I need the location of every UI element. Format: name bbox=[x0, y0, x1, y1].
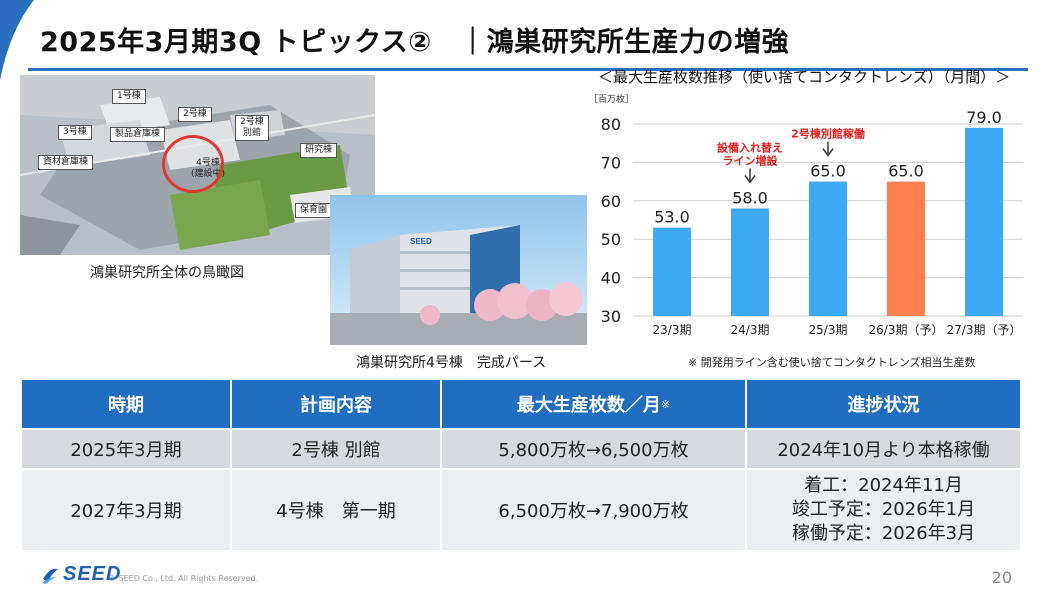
seed-logo-text: SEED bbox=[63, 563, 122, 585]
chart-title: ＜最大生産枚数推移（使い捨てコンタクトレンズ）（月間）＞ bbox=[598, 68, 1011, 86]
y-axis-unit-label: ［百万枚］ bbox=[589, 93, 634, 105]
x-tick-label: 25/3期 bbox=[809, 323, 848, 337]
tag-nursery: 保育園 bbox=[295, 203, 333, 218]
x-tick-label: 24/3期 bbox=[731, 323, 770, 337]
corner-accent bbox=[0, 0, 34, 80]
header-capacity-label: 最大生産枚数／月 bbox=[516, 395, 661, 416]
production-capacity-chart: ［百万枚］ 30 40 50 60 70 80 53.0 23/3期 58.0 24/3期 65.0 2… bbox=[589, 93, 1023, 337]
building-4-circle-highlight bbox=[162, 135, 224, 193]
annotation-text: 設備入れ替え bbox=[717, 140, 783, 154]
y-tick-label: 80 bbox=[601, 115, 621, 134]
copyright: © SEED Co., Ltd. All Rights Reserved. bbox=[108, 574, 259, 583]
bar bbox=[731, 208, 769, 316]
seed-logo-mark-icon bbox=[42, 568, 58, 584]
tag-research-building: 研究棟 bbox=[300, 143, 338, 158]
cell-plan: 4号棟 第一期 bbox=[232, 470, 442, 550]
tag-building-3: 3号棟 bbox=[58, 125, 92, 140]
title-rule bbox=[28, 68, 1028, 71]
seed-logo: SEED bbox=[40, 563, 121, 586]
y-tick-label: 70 bbox=[601, 153, 621, 172]
header-period: 時期 bbox=[22, 380, 232, 428]
table-row: 2025年3月期 2号棟 別館 5,800万枚→6,500万枚 2024年10月… bbox=[22, 428, 1020, 468]
data-label: 53.0 bbox=[654, 208, 690, 227]
header-capacity-note-mark: ※ bbox=[660, 397, 671, 411]
x-tick-label: 27/3期（予） bbox=[947, 323, 1022, 337]
bar bbox=[887, 181, 925, 316]
y-tick-label: 30 bbox=[601, 307, 621, 326]
data-label: 79.0 bbox=[966, 108, 1002, 127]
aerial-caption: 鴻巣研究所全体の鳥瞰図 bbox=[90, 265, 244, 281]
status-line: 稼働予定：2026年3月 bbox=[791, 523, 976, 544]
page-title: 2025年3月期3Q トピックス② ｜鴻巣研究所生産力の増強 bbox=[40, 27, 790, 58]
annotation-arrow-head bbox=[822, 148, 834, 157]
tag-product-warehouse: 製品倉庫棟 bbox=[110, 127, 166, 142]
render-caption: 鴻巣研究所4号棟 完成パース bbox=[356, 355, 547, 371]
status-line: 着工：2024年11月 bbox=[804, 475, 963, 496]
building-4-illustration bbox=[330, 195, 587, 345]
annotation-arrow-head bbox=[744, 175, 756, 184]
bar bbox=[809, 181, 847, 316]
annotation-text: ライン増設 bbox=[723, 153, 779, 167]
tag-building-2: 2号棟 bbox=[178, 107, 212, 122]
table-row: 2027年3月期 4号棟 第一期 6,500万枚→7,900万枚 着工：2024… bbox=[22, 468, 1020, 550]
table-header-row: 時期 計画内容 最大生産枚数／月 ※ 進捗状況 bbox=[22, 380, 1020, 428]
status-line: 竣工予定：2026年1月 bbox=[791, 499, 976, 520]
y-tick-label: 60 bbox=[601, 192, 621, 211]
cell-capacity: 5,800万枚→6,500万枚 bbox=[442, 430, 747, 468]
tag-building-1: 1号棟 bbox=[112, 89, 146, 104]
y-tick-label: 40 bbox=[601, 269, 621, 288]
tag-materials-warehouse: 資材倉庫棟 bbox=[38, 155, 94, 170]
header-status: 進捗状況 bbox=[847, 395, 920, 416]
header-capacity: 最大生産枚数／月 ※ bbox=[442, 380, 747, 428]
data-label: 58.0 bbox=[732, 188, 768, 207]
chart-footnote: ※ 開発用ライン含む使い捨てコンタクトレンズ相当生産数 bbox=[688, 356, 976, 369]
cell-plan: 2号棟 別館 bbox=[232, 430, 442, 468]
building-sign: SEED bbox=[410, 237, 432, 246]
header-plan: 計画内容 bbox=[232, 380, 442, 428]
data-label: 65.0 bbox=[810, 162, 846, 181]
aerial-view-image: 1号棟 2号棟 2号棟 別館 3号棟 製品倉庫棟 資材倉庫棟 4号棟 (建設中)… bbox=[20, 75, 375, 255]
cell-period: 2027年3月期 bbox=[22, 470, 232, 550]
cell-capacity: 6,500万枚→7,900万枚 bbox=[442, 470, 747, 550]
cell-status: 2024年10月より本格稼働 bbox=[777, 440, 990, 461]
annotation-text: 2号棟別館稼働 bbox=[791, 127, 865, 141]
y-tick-label: 50 bbox=[601, 230, 621, 249]
building-4-rendering-image: SEED bbox=[330, 195, 587, 345]
x-tick-label: 23/3期 bbox=[653, 323, 692, 337]
cell-status: 着工：2024年11月 竣工予定：2026年1月 稼働予定：2026年3月 bbox=[747, 470, 1020, 550]
cell-period: 2025年3月期 bbox=[22, 430, 232, 468]
page-number: 20 bbox=[991, 568, 1012, 587]
bar bbox=[653, 227, 691, 316]
x-tick-label: 26/3期（予） bbox=[869, 323, 944, 337]
plan-table: 時期 計画内容 最大生産枚数／月 ※ 進捗状況 2025年3月期 2号棟 別館 5… bbox=[22, 380, 1020, 550]
bar bbox=[965, 127, 1003, 316]
tag-building-2-annex: 2号棟 別館 bbox=[235, 115, 269, 141]
data-label: 65.0 bbox=[888, 162, 924, 181]
